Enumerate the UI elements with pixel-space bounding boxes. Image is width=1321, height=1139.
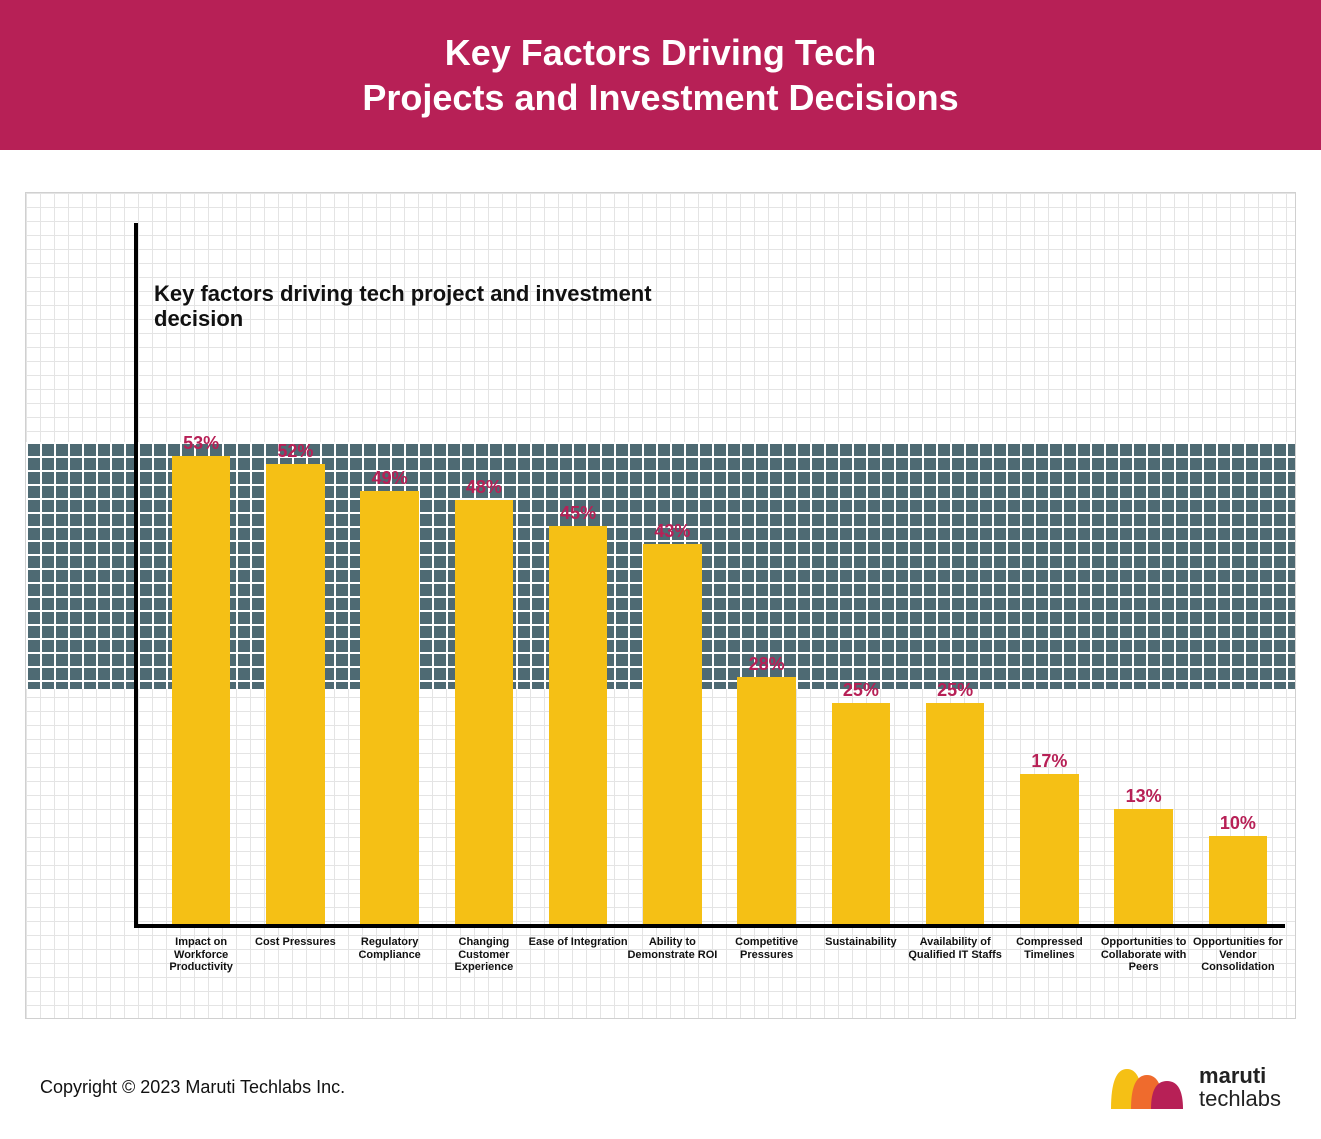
bar-category-label: Changing Customer Experience (432, 936, 536, 974)
bar-category-label: Sustainability (809, 936, 913, 949)
brand-logo-icon (1109, 1063, 1187, 1111)
page-title: Key Factors Driving TechProjects and Inv… (362, 30, 958, 120)
bar-value-label: 28% (749, 654, 785, 675)
bar-category-label: Competitive Pressures (715, 936, 819, 961)
bar-rect (455, 500, 513, 924)
chart-plot: Key factors driving tech project and inv… (134, 223, 1285, 928)
bar-rect (926, 703, 984, 924)
brand-logo-text-line2: techlabs (1199, 1087, 1281, 1110)
bar-slot: 48%Changing Customer Experience (437, 223, 531, 924)
bar-value-label: 25% (843, 680, 879, 701)
bar-rect (832, 703, 890, 924)
bar-value-label: 49% (372, 468, 408, 489)
bar-rect (1020, 774, 1078, 924)
bar-slot: 25%Availability of Qualified IT Staffs (908, 223, 1002, 924)
bar-rect (1114, 809, 1172, 924)
bar-value-label: 53% (183, 433, 219, 454)
chart-x-axis (134, 924, 1285, 928)
bar-slot: 43%Ability to Demonstrate ROI (625, 223, 719, 924)
bar-rect (266, 464, 324, 924)
chart-y-axis (134, 223, 138, 928)
bar-category-label: Cost Pressures (244, 936, 348, 949)
bar-rect (360, 491, 418, 924)
bar-value-label: 17% (1031, 751, 1067, 772)
bar-rect (643, 544, 701, 924)
footer: Copyright © 2023 Maruti Techlabs Inc. ma… (40, 1063, 1281, 1111)
bar-rect (1209, 836, 1267, 924)
copyright-text: Copyright © 2023 Maruti Techlabs Inc. (40, 1077, 345, 1098)
bar-value-label: 25% (937, 680, 973, 701)
brand-logo-text-line1: maruti (1199, 1064, 1281, 1087)
bar-value-label: 13% (1126, 786, 1162, 807)
bar-slot: 52%Cost Pressures (248, 223, 342, 924)
bar-category-label: Availability of Qualified IT Staffs (903, 936, 1007, 961)
bar-slot: 28%Competitive Pressures (720, 223, 814, 924)
bar-category-label: Ability to Demonstrate ROI (621, 936, 725, 961)
bar-value-label: 48% (466, 477, 502, 498)
bar-rect (172, 456, 230, 924)
bar-value-label: 45% (560, 503, 596, 524)
bar-category-label: Regulatory Compliance (338, 936, 442, 961)
bar-slot: 25%Sustainability (814, 223, 908, 924)
bar-slot: 53%Impact on Workforce Productivity (154, 223, 248, 924)
bar-slot: 10%Opportunities for Vendor Consolidatio… (1191, 223, 1285, 924)
bar-category-label: Ease of Integration (526, 936, 630, 949)
bar-rect (549, 526, 607, 924)
bar-slot: 13%Opportunities to Collaborate with Pee… (1097, 223, 1191, 924)
bar-slot: 49%Regulatory Compliance (343, 223, 437, 924)
bar-category-label: Impact on Workforce Productivity (149, 936, 253, 974)
bar-slot: 45%Ease of Integration (531, 223, 625, 924)
chart-area: Key factors driving tech project and inv… (25, 192, 1296, 1019)
brand-logo: maruti techlabs (1109, 1063, 1281, 1111)
bar-slot: 17%Compressed Timelines (1002, 223, 1096, 924)
bar-value-label: 52% (277, 441, 313, 462)
bar-rect (737, 677, 795, 924)
bar-value-label: 43% (654, 521, 690, 542)
bar-category-label: Opportunities for Vendor Consolidation (1186, 936, 1290, 974)
chart-bars: 53%Impact on Workforce Productivity52%Co… (154, 223, 1285, 924)
bar-category-label: Compressed Timelines (998, 936, 1102, 961)
bar-value-label: 10% (1220, 813, 1256, 834)
brand-logo-text: maruti techlabs (1199, 1064, 1281, 1110)
header-band: Key Factors Driving TechProjects and Inv… (0, 0, 1321, 150)
bar-category-label: Opportunities to Collaborate with Peers (1092, 936, 1196, 974)
